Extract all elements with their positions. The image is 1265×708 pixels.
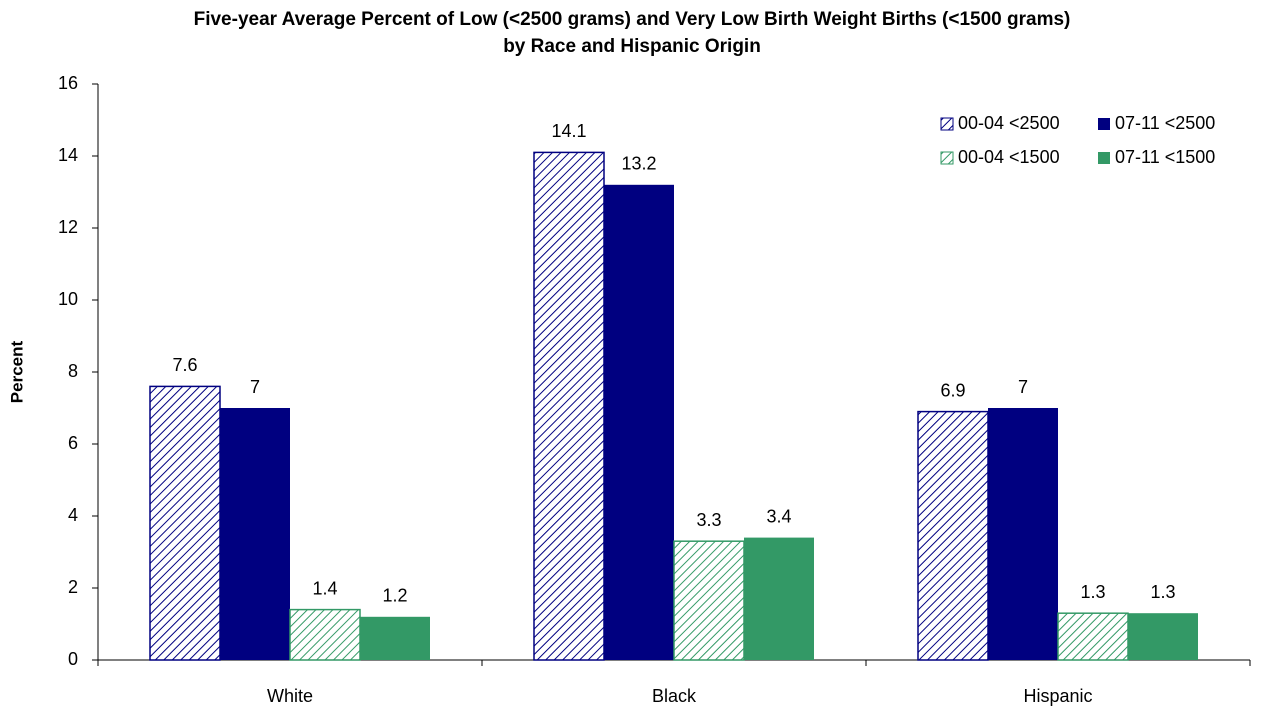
data-label: 1.3: [1150, 582, 1175, 602]
data-label: 1.3: [1080, 582, 1105, 602]
legend-swatch: [1098, 152, 1110, 164]
bar: [1128, 613, 1198, 660]
data-label: 1.4: [312, 578, 337, 598]
x-tick-label: White: [267, 686, 313, 706]
bar: [220, 408, 290, 660]
bar: [360, 616, 430, 660]
bar: [917, 410, 989, 661]
y-tick-label: 14: [58, 145, 78, 165]
data-label: 7.6: [172, 355, 197, 375]
y-tick-label: 8: [68, 361, 78, 381]
legend-swatch: [1098, 118, 1110, 130]
x-tick-label: Hispanic: [1023, 686, 1092, 706]
data-label: 14.1: [551, 121, 586, 141]
y-tick-label: 4: [68, 505, 78, 525]
y-axis-label: Percent: [7, 340, 26, 403]
y-tick-label: 0: [68, 649, 78, 669]
legend-label: 00-04 <2500: [958, 113, 1060, 133]
legend-label: 07-11 <1500: [1115, 147, 1215, 167]
data-label: 6.9: [940, 380, 965, 400]
data-label: 7: [250, 377, 260, 397]
bar: [149, 385, 221, 661]
legend-swatch: [940, 117, 954, 131]
y-tick-label: 2: [68, 577, 78, 597]
bar: [673, 540, 745, 661]
chart-title: Five-year Average Percent of Low (<2500 …: [194, 9, 1071, 30]
y-tick-label: 12: [58, 217, 78, 237]
x-tick-label: Black: [652, 686, 697, 706]
bar: [744, 537, 814, 660]
data-label: 13.2: [621, 154, 656, 174]
chart-subtitle: by Race and Hispanic Origin: [503, 36, 761, 57]
data-label: 7: [1018, 377, 1028, 397]
data-label: 3.3: [696, 510, 721, 530]
data-label: 3.4: [766, 506, 791, 526]
bar: [988, 408, 1058, 660]
data-label: 1.2: [382, 586, 407, 606]
y-tick-label: 6: [68, 433, 78, 453]
legend-label: 07-11 <2500: [1115, 113, 1215, 133]
bar: [289, 608, 361, 661]
bar: [533, 151, 605, 661]
legend-label: 00-04 <1500: [958, 147, 1060, 167]
bar: [1057, 612, 1129, 661]
y-tick-label: 16: [58, 73, 78, 93]
bar: [604, 184, 674, 661]
legend-swatch: [940, 151, 954, 165]
y-tick-label: 10: [58, 289, 78, 309]
